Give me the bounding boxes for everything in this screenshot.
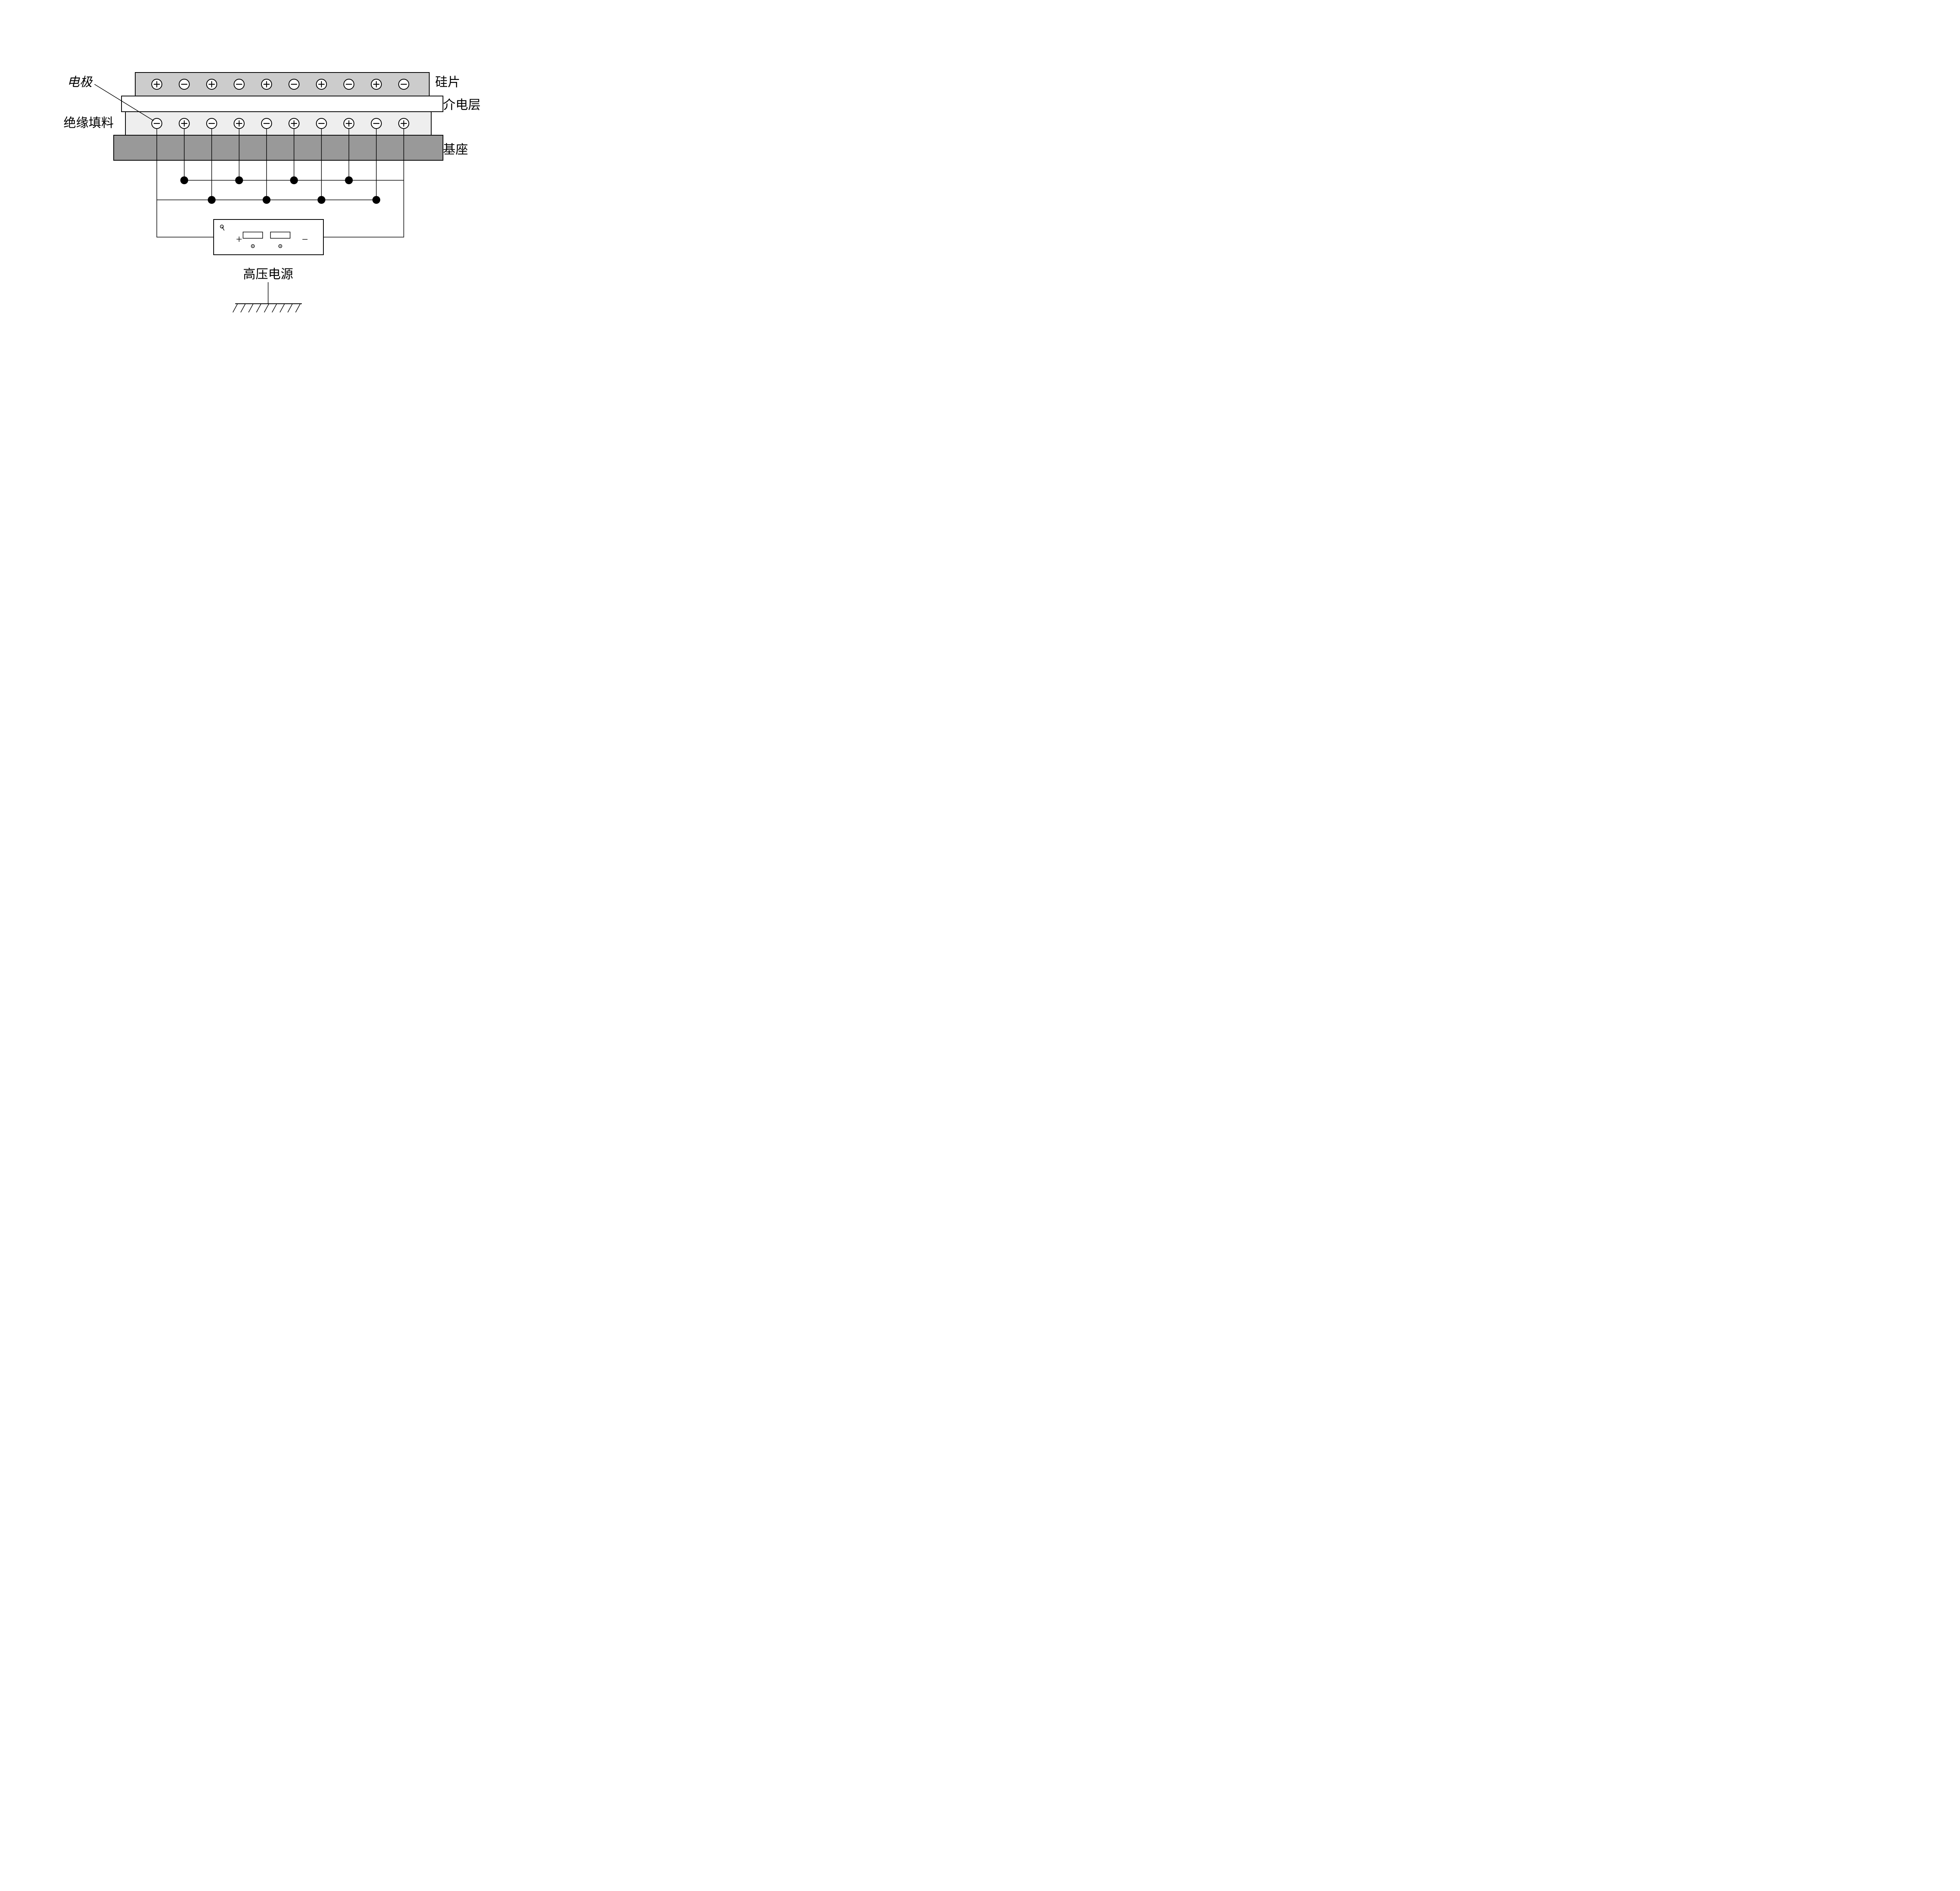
- ground-hatch: [233, 304, 238, 312]
- ps-display: [270, 232, 290, 238]
- ps-knob-dot: [252, 246, 253, 247]
- wafer-charge: [289, 79, 299, 89]
- wafer-charge: [371, 79, 381, 89]
- electrode-charge: [316, 118, 327, 129]
- wafer-charge: [179, 79, 189, 89]
- label-insulator: 绝缘填料: [64, 116, 114, 130]
- electrode-charge: [261, 118, 272, 129]
- dielectric-layer: [122, 96, 443, 112]
- wafer-charge: [399, 79, 409, 89]
- ps-display: [243, 232, 263, 238]
- electrode-charge: [152, 118, 162, 129]
- insulator-layer: [125, 112, 431, 135]
- wafer-charge: [316, 79, 327, 89]
- wire-right-to-ps: [314, 180, 404, 237]
- electrode-charge: [289, 118, 299, 129]
- ground-hatch: [256, 304, 261, 312]
- electrostatic-chuck-diagram: + − 电极绝缘填料 硅片介电层基座高压电源: [0, 0, 594, 418]
- wafer-charge: [207, 79, 217, 89]
- electrode-charge: [344, 118, 354, 129]
- label-base: 基座: [443, 142, 468, 156]
- wafer-charge: [344, 79, 354, 89]
- ground-hatch: [296, 304, 300, 312]
- electrode-charge: [179, 118, 189, 129]
- ground-hatch: [288, 304, 292, 312]
- ps-plus-label: +: [236, 234, 242, 246]
- label-dielectric: 介电层: [443, 98, 481, 112]
- ground-hatch: [264, 304, 269, 312]
- electrode-charge: [234, 118, 244, 129]
- label-electrode: 电极: [67, 75, 93, 89]
- electrode-charge: [371, 118, 381, 129]
- ground-hatch: [272, 304, 277, 312]
- ground-hatch: [280, 304, 285, 312]
- label-wafer: 硅片: [435, 75, 460, 89]
- wafer-charge: [261, 79, 272, 89]
- electrode-charge: [207, 118, 217, 129]
- ground-hatch: [241, 304, 245, 312]
- wafer-charge: [234, 79, 244, 89]
- label-power-supply: 高压电源: [243, 267, 293, 281]
- ps-knob-dot: [280, 246, 281, 247]
- wafer-charge: [152, 79, 162, 89]
- electrode-charge: [399, 118, 409, 129]
- base-layer: [114, 135, 443, 160]
- ps-minus-label: −: [302, 234, 308, 246]
- ground-hatch: [249, 304, 253, 312]
